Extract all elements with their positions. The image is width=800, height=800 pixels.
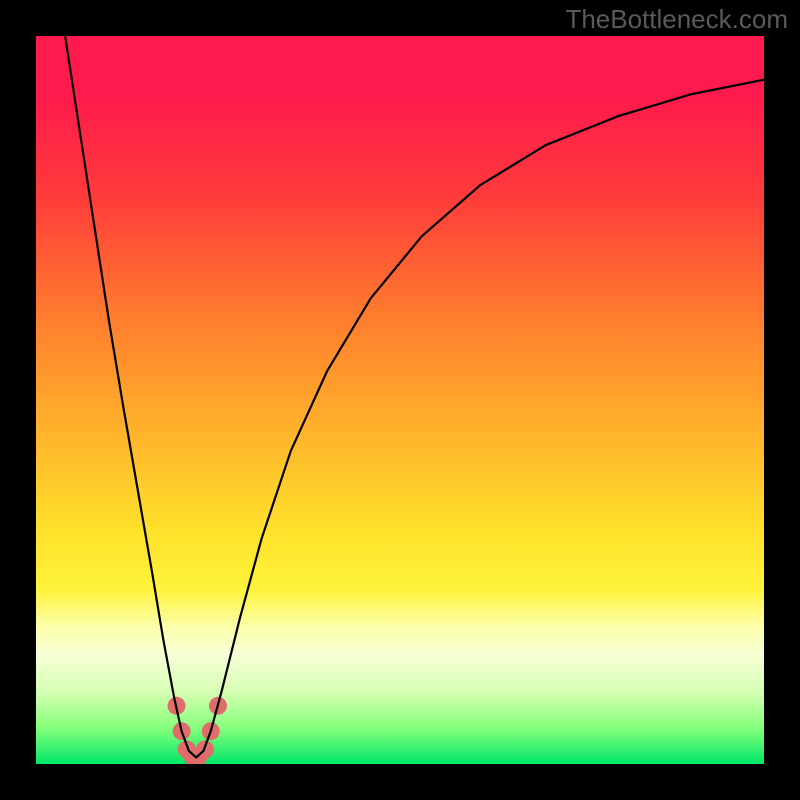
chart-plot-area (36, 36, 764, 764)
watermark-text: TheBottleneck.com (565, 4, 788, 35)
chart-svg-layer (36, 36, 764, 764)
bottleneck-curve-path (65, 36, 764, 757)
